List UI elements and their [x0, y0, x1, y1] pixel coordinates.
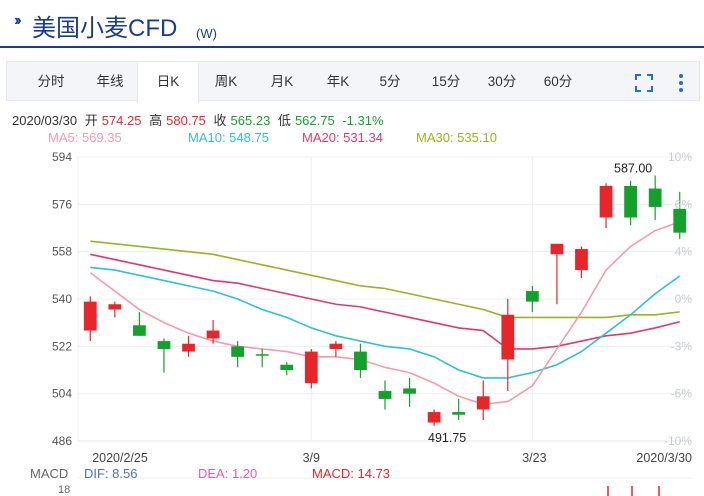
- y-tick-label: 522: [52, 339, 72, 353]
- pct-tick-label: 0%: [675, 292, 693, 306]
- ma5-line: [89, 221, 680, 405]
- ma10-legend: MA10: 548.75: [188, 130, 269, 145]
- low-label: 低: [277, 113, 291, 128]
- chevron-right-icon: ››: [14, 12, 21, 29]
- ma20-legend: MA20: 531.34: [302, 130, 383, 145]
- change-value: -1.31%: [342, 113, 384, 128]
- pct-tick-label: 6%: [675, 197, 693, 211]
- candle-body: [599, 185, 613, 218]
- candle-body: [403, 388, 416, 394]
- page-subtitle: (W): [196, 26, 217, 41]
- quote-info: 2020/03/30 开 574.25 高 580.75 收 565.23 低 562.…: [12, 110, 388, 129]
- candle-body: [206, 330, 220, 339]
- candle-body: [255, 354, 269, 356]
- ma30-legend: MA30: 535.10: [416, 130, 497, 145]
- candle-body: [304, 351, 318, 384]
- candle-body: [378, 391, 392, 399]
- close-label: 收: [213, 113, 227, 128]
- pct-tick-label: 4%: [675, 245, 693, 259]
- candle-body: [329, 343, 343, 349]
- candle-body: [231, 346, 245, 357]
- candle-body: [83, 301, 97, 331]
- quote-date: 2020/03/30: [12, 113, 78, 128]
- candle-body: [427, 412, 441, 423]
- tab-yearly-k[interactable]: 年K: [326, 74, 350, 89]
- max-annotation: 587.00: [614, 161, 652, 175]
- dea-legend: DEA: 1.20: [198, 466, 258, 481]
- period-tabs: 分时 年线 日K 周K 月K 年K 5分 15分 30分 60分: [6, 61, 700, 103]
- y-tick-label: 558: [52, 245, 72, 259]
- candles: [83, 175, 687, 496]
- candle-body: [673, 208, 687, 233]
- candle-body: [550, 243, 564, 255]
- y-tick-label: 540: [52, 292, 72, 306]
- close-value: 565.23: [230, 113, 271, 128]
- tab-60min[interactable]: 60分: [543, 74, 573, 89]
- tab-30min[interactable]: 30分: [487, 74, 517, 89]
- tab-minute[interactable]: 分时: [37, 74, 65, 89]
- tab-15min[interactable]: 15分: [431, 74, 461, 89]
- axis-labels: 594 576 558 540 522 504 486 10% 6% 4% 0% -3% -6% -10%…: [52, 150, 692, 465]
- pct-tick-label: 10%: [668, 150, 692, 164]
- candle-body: [525, 291, 539, 302]
- tab-yearline[interactable]: 年线: [96, 74, 124, 89]
- ma30-line: [90, 240, 680, 319]
- candle-body: [452, 412, 466, 415]
- y-tick-label: 504: [52, 387, 72, 401]
- candle-body: [648, 188, 662, 207]
- candle-body: [108, 304, 122, 310]
- candle-body: [280, 364, 294, 370]
- candle-body: [157, 341, 171, 349]
- low-value: 562.75: [294, 113, 335, 128]
- x-tick-label: 2020/2/25: [92, 451, 148, 465]
- tab-daily-k[interactable]: 日K: [137, 62, 199, 103]
- macd-axis-value: 18: [58, 484, 71, 496]
- candle-body: [354, 351, 367, 370]
- pct-tick-label: -3%: [671, 339, 693, 353]
- candle-body: [501, 314, 515, 360]
- tab-weekly-k[interactable]: 周K: [214, 74, 238, 89]
- candle-body: [624, 185, 637, 218]
- candle-body: [476, 396, 490, 410]
- min-annotation: 491.75: [428, 431, 466, 445]
- y-tick-label: 576: [52, 197, 72, 211]
- ma5-legend: MA5: 569.35: [48, 130, 122, 145]
- y-tick-label: 486: [52, 434, 72, 448]
- macd-legend: MACD: 14.73: [312, 466, 391, 481]
- dif-legend: DIF: 8.56: [84, 466, 138, 481]
- open-value: 574.25: [101, 113, 142, 128]
- candle-body: [133, 325, 146, 336]
- candle-body: [575, 249, 588, 271]
- y-tick-label: 594: [52, 150, 72, 164]
- high-value: 580.75: [166, 113, 206, 128]
- title-bar: ›› 美国小麦CFD (W): [0, 0, 704, 48]
- x-tick-label: 3/23: [522, 451, 546, 465]
- open-label: 开: [84, 113, 98, 128]
- x-tick-label: 3/9: [303, 451, 320, 465]
- expand-icon[interactable]: [629, 62, 659, 102]
- x-tick-label: 2020/3/30: [636, 451, 692, 465]
- tab-5min[interactable]: 5分: [379, 74, 401, 89]
- moving-average-lines: [89, 221, 681, 405]
- candle-body: [182, 343, 195, 352]
- high-label: 高: [149, 113, 163, 128]
- pct-tick-label: -10%: [664, 434, 692, 448]
- macd-label: MACD: [30, 466, 69, 481]
- page-title: 美国小麦CFD: [32, 15, 178, 42]
- ma20-line: [90, 253, 680, 350]
- more-vertical-icon[interactable]: [669, 62, 693, 102]
- pct-tick-label: -6%: [671, 387, 693, 401]
- ma10-line: [90, 266, 681, 379]
- tab-monthly-k[interactable]: 月K: [270, 74, 294, 89]
